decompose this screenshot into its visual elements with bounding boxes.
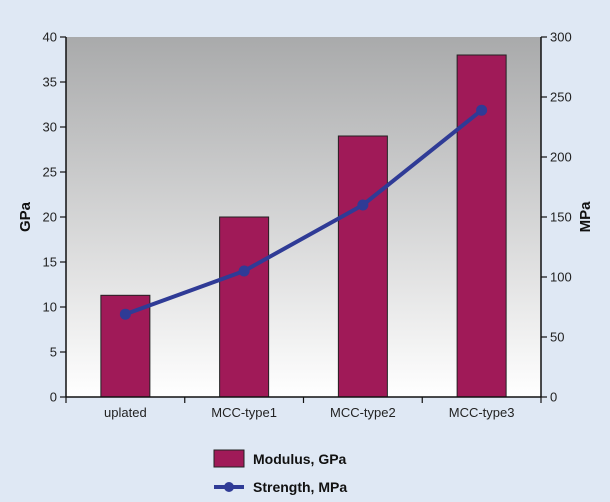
y-axis-title: GPa xyxy=(17,201,34,232)
x-tick-label: MCC-type2 xyxy=(330,405,396,420)
strength-line xyxy=(123,108,484,317)
bar-mcc-type2 xyxy=(337,135,388,398)
legend-label-modulus: Modulus, GPa xyxy=(253,451,347,467)
legend-swatch-strength-marker xyxy=(224,482,234,492)
labels-layer: 0 5 10 15 20 25 30 35 40 0 50 100 150 200 250 300 uplate… xyxy=(17,30,594,421)
y2-tick-label: 300 xyxy=(550,30,572,45)
legend-label-strength: Strength, MPa xyxy=(253,479,347,495)
bar-mcc-type1 xyxy=(219,216,270,398)
y2-axis-title: MPa xyxy=(577,201,594,233)
legend-swatch-modulus xyxy=(213,449,245,468)
strength-point-uplated xyxy=(119,308,131,320)
y-tick-label: 40 xyxy=(43,30,57,45)
line-layer xyxy=(119,104,488,320)
y2-tick-label: 0 xyxy=(550,390,557,405)
strength-point-mcc-type1 xyxy=(238,265,250,277)
y-tick-label: 15 xyxy=(43,255,57,270)
y-tick-label: 25 xyxy=(43,165,57,180)
y2-tick-label: 200 xyxy=(550,150,572,165)
y-tick-label: 20 xyxy=(43,210,57,225)
bars-layer xyxy=(100,54,507,398)
y2-tick-label: 250 xyxy=(550,90,572,105)
y2-tick-label: 50 xyxy=(550,330,564,345)
axes-layer xyxy=(60,36,547,403)
strength-point-mcc-type3 xyxy=(476,104,488,116)
y-tick-label: 5 xyxy=(50,345,57,360)
x-tick-label: MCC-type1 xyxy=(211,405,277,420)
strength-point-mcc-type2 xyxy=(357,199,369,211)
legend: Modulus, GPa Strength, MPa xyxy=(213,449,347,495)
x-tick-label: MCC-type3 xyxy=(449,405,515,420)
y-tick-label: 0 xyxy=(50,390,57,405)
x-tick-label: uplated xyxy=(104,405,147,420)
y-tick-label: 35 xyxy=(43,75,57,90)
y-tick-label: 30 xyxy=(43,120,57,135)
y2-tick-label: 100 xyxy=(550,270,572,285)
y2-tick-label: 150 xyxy=(550,210,572,225)
y-tick-label: 10 xyxy=(43,300,57,315)
